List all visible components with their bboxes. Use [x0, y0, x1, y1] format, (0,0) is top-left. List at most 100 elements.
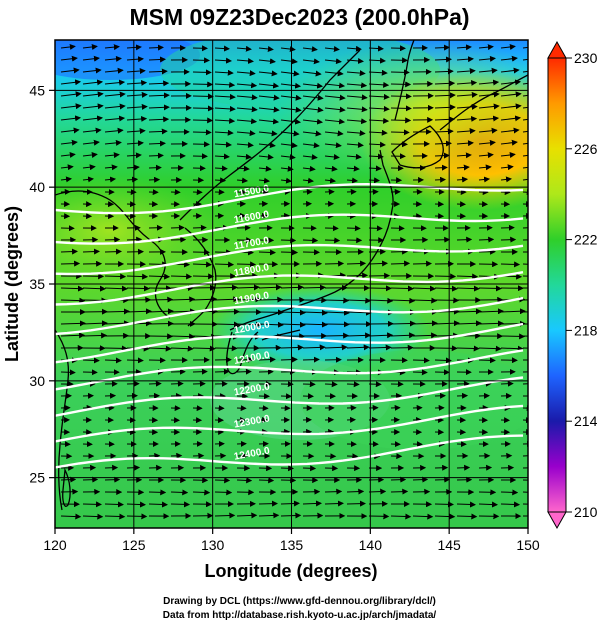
wind-vector — [258, 165, 272, 172]
wind-vector — [500, 139, 518, 146]
wind-vector — [258, 82, 280, 89]
wind-vector — [258, 45, 274, 52]
wind-vector — [456, 152, 472, 159]
wind-vector — [522, 491, 528, 493]
wind-vector — [346, 297, 372, 304]
wind-vector — [500, 67, 520, 74]
wind-vector — [324, 309, 350, 316]
wind-vector — [478, 139, 496, 146]
colorbar-bar — [547, 57, 567, 513]
wind-vector — [434, 80, 456, 87]
wind-vector — [104, 236, 121, 243]
wind-vector — [214, 261, 235, 268]
y-axis-ticks: 25 30 35 40 45 — [29, 82, 55, 486]
wind-vector — [456, 308, 482, 315]
wind-vector — [522, 46, 528, 49]
wind-vector — [60, 369, 76, 376]
wind-vector — [104, 115, 126, 122]
footer-data-source: Data from http://database.rish.kyoto-u.a… — [162, 610, 437, 621]
wind-vector — [478, 44, 494, 51]
wind-vector — [412, 369, 428, 376]
wind-vector — [82, 151, 98, 158]
wind-vector — [434, 116, 456, 123]
height-contour — [55, 434, 524, 469]
wind-vector — [148, 104, 170, 111]
x-tick-label: 150 — [516, 537, 540, 553]
wind-vector — [104, 127, 124, 134]
wind-vector — [522, 106, 528, 109]
temperature-field — [55, 40, 528, 528]
wind-vector — [346, 106, 368, 113]
wind-vector — [104, 273, 127, 280]
wind-vector — [478, 357, 496, 364]
wind-vector — [214, 153, 230, 160]
coast-japan — [229, 149, 394, 331]
wind-vector — [434, 68, 454, 75]
wind-vector — [60, 332, 86, 339]
wind-vector — [434, 56, 453, 63]
wind-vector — [324, 142, 342, 149]
colorbar-lower-arrow — [547, 511, 567, 530]
wind-vector — [192, 105, 214, 112]
wind-vector — [126, 308, 152, 315]
wind-vector — [390, 476, 407, 483]
wind-vector — [434, 513, 456, 520]
x-tick-label: 145 — [437, 537, 461, 553]
height-contour — [55, 271, 524, 306]
wind-vector — [258, 477, 275, 484]
wind-vector — [302, 70, 322, 77]
wind-vector — [302, 356, 320, 363]
wind-vector — [324, 70, 344, 77]
wind-vector — [302, 106, 324, 113]
wind-vector — [236, 284, 260, 291]
wind-vector — [280, 321, 306, 328]
wind-vector — [192, 261, 213, 268]
wind-vector — [104, 357, 122, 364]
wind-vector — [104, 285, 128, 292]
wind-vector — [478, 115, 500, 122]
wind-vector — [280, 512, 302, 519]
colorbar: 210 214 218 222 226 230 — [547, 40, 598, 530]
wind-vector — [522, 311, 528, 313]
wind-vector — [148, 92, 170, 99]
y-tick-label: 25 — [29, 470, 45, 486]
wind-vector — [456, 273, 479, 280]
y-tick-label: 40 — [29, 179, 45, 195]
wind-vector — [324, 118, 346, 125]
coast-korea — [184, 227, 217, 327]
wind-vector — [434, 104, 456, 111]
wind-vector — [456, 513, 478, 520]
wind-vector — [522, 154, 528, 157]
wind-vector — [500, 55, 518, 62]
wind-vector — [170, 333, 196, 340]
wind-vector — [324, 297, 350, 304]
wind-vector — [368, 105, 390, 112]
wind-vector — [434, 128, 454, 135]
wind-vector — [60, 164, 74, 171]
wind-vector — [126, 56, 145, 63]
height-contour — [55, 404, 524, 443]
wind-vector — [258, 70, 278, 77]
wind-vector — [82, 127, 102, 134]
wind-vector — [126, 115, 148, 122]
wind-vector — [456, 236, 473, 243]
wind-vector — [104, 103, 126, 110]
wind-vector — [214, 105, 236, 112]
wind-vector — [390, 513, 412, 520]
wind-vector — [302, 154, 318, 161]
wind-vector — [82, 320, 108, 327]
wind-vector — [214, 512, 236, 519]
wind-vector — [346, 141, 364, 148]
wind-vector — [60, 115, 82, 122]
wind-vector — [236, 368, 252, 375]
wind-vector — [324, 153, 340, 160]
height-contour — [55, 182, 524, 215]
wind-vector — [478, 345, 502, 352]
wind-vector — [60, 176, 73, 183]
wind-vector — [236, 118, 258, 125]
wind-vector — [148, 308, 174, 315]
wind-vector — [236, 57, 254, 64]
wind-vector — [302, 142, 320, 149]
wind-vector — [60, 476, 77, 483]
